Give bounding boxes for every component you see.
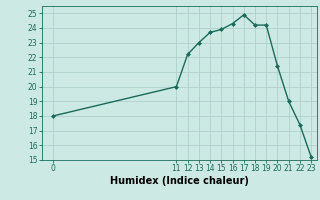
X-axis label: Humidex (Indice chaleur): Humidex (Indice chaleur) bbox=[110, 176, 249, 186]
